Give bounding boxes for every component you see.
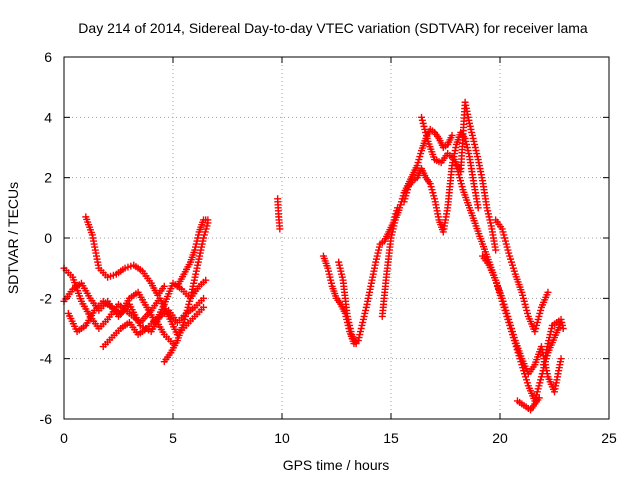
- x-tick-label: 20: [492, 430, 508, 446]
- plus-marker: [200, 294, 208, 302]
- plus-marker: [160, 282, 168, 290]
- y-tick-label: -2: [40, 290, 53, 306]
- plus-marker: [202, 276, 210, 284]
- plus-marker: [559, 325, 567, 332]
- data-points: [60, 98, 567, 414]
- plus-marker: [557, 355, 565, 363]
- x-tick-label: 25: [601, 430, 617, 446]
- plus-marker: [448, 131, 456, 139]
- plot-frame: [63, 56, 610, 420]
- plus-marker: [492, 246, 500, 254]
- x-tick-label: 10: [274, 430, 290, 446]
- x-tick-label: 15: [383, 430, 399, 446]
- x-tick-label: 5: [169, 430, 177, 446]
- y-tick-label: -4: [40, 351, 53, 367]
- grid: [64, 57, 609, 419]
- plus-marker: [204, 216, 212, 224]
- y-tick-label: 0: [44, 230, 52, 246]
- y-axis-label: SDTVAR / TECUs: [5, 182, 21, 294]
- y-tick-label: -6: [40, 411, 53, 427]
- plus-marker: [200, 303, 208, 311]
- x-axis-ticks: 0 5 10 15 20 25: [60, 57, 617, 446]
- y-tick-label: 2: [44, 170, 52, 186]
- x-axis-label: GPS time / hours: [283, 457, 390, 473]
- plus-marker: [544, 288, 552, 296]
- y-tick-label: 6: [44, 49, 52, 65]
- plus-marker: [474, 204, 482, 212]
- plus-marker: [276, 225, 284, 233]
- plus-marker: [352, 340, 360, 348]
- x-tick-label: 0: [60, 430, 68, 446]
- y-tick-label: 4: [44, 109, 52, 125]
- chart-title: Day 214 of 2014, Sidereal Day-to-day VTE…: [78, 20, 588, 36]
- plus-marker: [535, 394, 543, 402]
